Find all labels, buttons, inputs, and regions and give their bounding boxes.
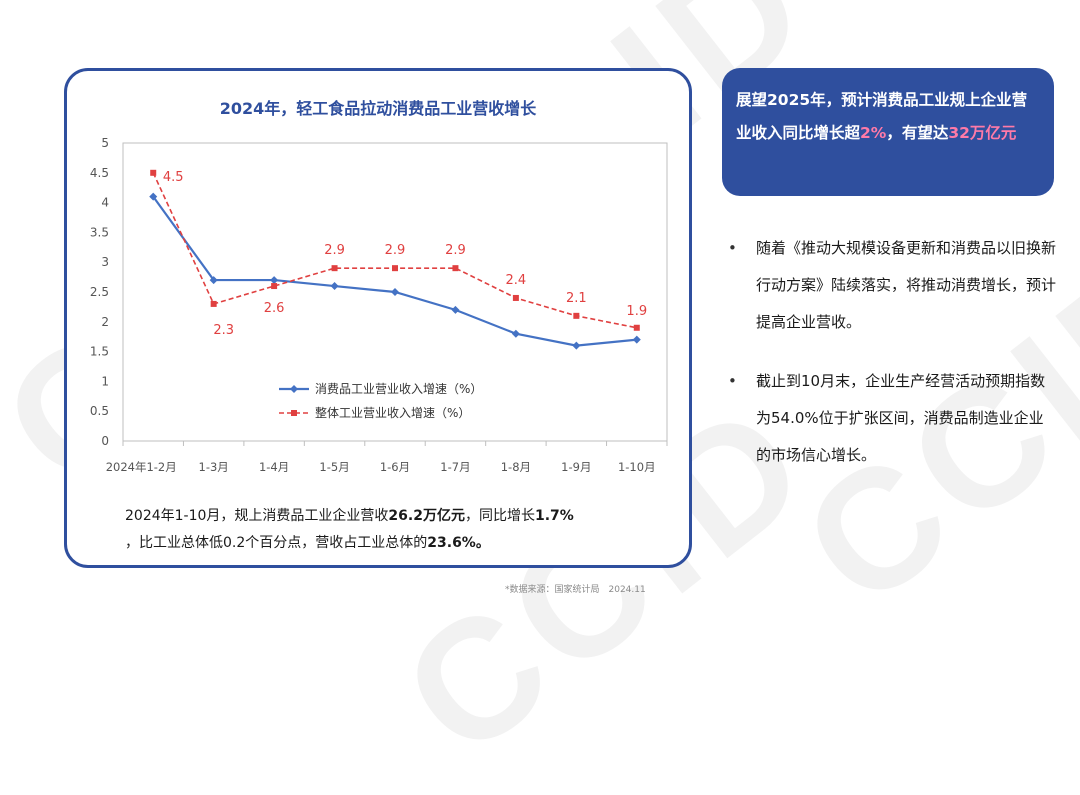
data-point <box>392 265 398 272</box>
chart-title: 2024年，轻工食品拉动消费品工业营收增长 <box>219 99 537 118</box>
data-label: 2.9 <box>385 243 406 258</box>
legend-marker <box>290 385 298 393</box>
line-chart: 0 0.5 1 1.5 2 2.5 3 3.5 4 4.5 5 2024年1-2月 1-3月 1-4月 1-… <box>90 136 668 474</box>
y-tick-label: 0 <box>101 434 109 448</box>
data-label: 2.6 <box>264 301 285 316</box>
data-point <box>209 276 218 285</box>
y-tick-label: 2 <box>101 315 109 329</box>
bullet-dot: • <box>728 372 737 390</box>
data-point <box>271 283 278 290</box>
summary-revenue: 26.2万亿元 <box>388 508 465 524</box>
y-tick-label: 0.5 <box>90 404 109 418</box>
y-tick-label: 3.5 <box>90 225 109 239</box>
data-label: 2.9 <box>324 243 345 258</box>
summary-text: ，同比增长 <box>464 508 535 524</box>
bullet-text: 截止到10月末，企业生产经营活动预期指数为54.0%位于扩张区间，消费品制造业企… <box>756 372 1046 464</box>
data-point <box>511 329 520 338</box>
data-point <box>451 305 460 314</box>
plot-area <box>122 142 668 442</box>
chart-summary: 2024年1-10月，规上消费品工业企业营收26.2万亿元，同比增长1.7% ，比… <box>125 503 665 557</box>
bullet-item: • 随着《推动大规模设备更新和消费品以旧换新行动方案》陆续落实，将推动消费增长，… <box>728 230 1058 341</box>
legend-entry: 整体工业营业收入增速（%） <box>315 405 470 420</box>
callout-highlight: 2% <box>860 124 887 142</box>
y-tick-label: 5 <box>101 136 109 150</box>
x-tick-label: 1-9月 <box>561 460 591 474</box>
callout-highlight: 32万亿元 <box>948 124 1017 142</box>
summary-text: ，比工业总体低0.2个百分点，营收占工业总体的 <box>125 535 428 551</box>
y-tick-label: 4 <box>101 196 109 210</box>
bullet-text: 随着《推动大规模设备更新和消费品以旧换新行动方案》陆续落实，将推动消费增长，预计… <box>756 239 1057 331</box>
summary-share: 23.6%。 <box>427 535 490 551</box>
data-source: *数据来源：国家统计局 2024.11 <box>505 585 646 595</box>
data-label: 2.4 <box>506 273 527 288</box>
bullet-dot: • <box>728 239 737 257</box>
data-label: 2.3 <box>213 323 234 338</box>
data-label: 2.1 <box>566 291 587 306</box>
x-tick-label: 2024年1-2月 <box>106 460 177 474</box>
y-tick-label: 3 <box>101 255 109 269</box>
data-point <box>330 282 339 291</box>
y-tick-label: 4.5 <box>90 166 109 180</box>
x-tick-label: 1-10月 <box>618 460 656 474</box>
data-label: 1.9 <box>626 304 647 319</box>
summary-text: 2024年1-10月，规上消费品工业企业营收 <box>125 508 389 524</box>
x-tick-label: 1-8月 <box>501 460 531 474</box>
summary-growth: 1.7% <box>534 508 574 524</box>
x-tick-label: 1-7月 <box>440 460 470 474</box>
callout-text: ，有望达 <box>886 124 949 142</box>
data-point <box>150 169 157 176</box>
bullet-item: • 截止到10月末，企业生产经营活动预期指数为54.0%位于扩张区间，消费品制造… <box>728 363 1058 474</box>
data-point <box>572 341 581 350</box>
data-point <box>633 324 640 331</box>
outlook-callout: 展望2025年，预计消费品工业规上企业营业收入同比增长超2%，有望达32万亿元 <box>722 68 1054 196</box>
data-label: 2.9 <box>445 243 466 258</box>
data-point <box>573 312 580 319</box>
data-point <box>210 300 217 307</box>
bullet-list: • 随着《推动大规模设备更新和消费品以旧换新行动方案》陆续落实，将推动消费增长，… <box>728 230 1058 496</box>
y-tick-label: 1 <box>101 374 109 388</box>
data-point <box>149 192 158 201</box>
x-tick-label: 1-5月 <box>319 460 349 474</box>
x-tick-label: 1-3月 <box>199 460 229 474</box>
data-point <box>452 265 459 272</box>
y-tick-label: 2.5 <box>90 285 109 299</box>
data-point <box>391 288 399 296</box>
callout-text: 展望2025年，预计消费品工业规上企业营业收入同比增长超 <box>736 91 1028 142</box>
data-point <box>270 276 279 285</box>
x-tick-label: 1-4月 <box>259 460 289 474</box>
chart-panel: 2024年，轻工食品拉动消费品工业营收增长 0 0.5 1 1.5 2 2.5 3 3.5 4 4… <box>64 68 692 568</box>
data-point <box>632 335 641 344</box>
data-label: 4.5 <box>163 170 184 185</box>
x-tick-label: 1-6月 <box>380 460 410 474</box>
y-tick-label: 1.5 <box>90 345 109 359</box>
data-point <box>512 294 519 301</box>
legend-entry: 消费品工业营业收入增速（%） <box>315 382 482 396</box>
legend-marker <box>291 410 297 416</box>
data-point <box>331 265 338 272</box>
